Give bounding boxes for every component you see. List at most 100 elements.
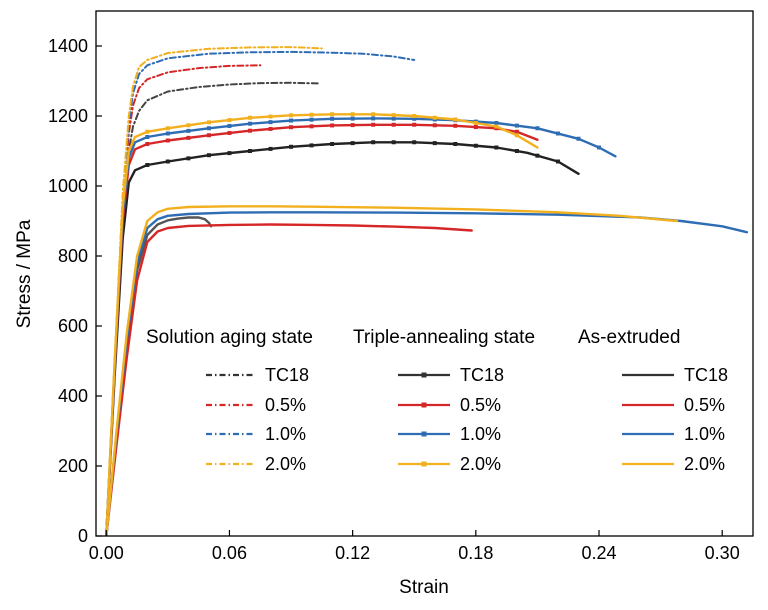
series-marker-triple-annealing-state-tc18 [391, 140, 396, 145]
series-marker-triple-annealing-state-2-0pct [350, 112, 355, 117]
series-marker-triple-annealing-state-1-0pct [412, 116, 417, 121]
series-marker-triple-annealing-state-2-0pct [494, 124, 499, 129]
series-marker-triple-annealing-state-1-0pct [309, 117, 314, 122]
series-marker-triple-annealing-state-tc18 [268, 146, 273, 151]
series-marker-triple-annealing-state-0-5pct [309, 124, 314, 129]
series-marker-triple-annealing-state-2-0pct [371, 112, 376, 117]
series-marker-triple-annealing-state-tc18 [555, 159, 560, 164]
legend-label-triple-annealing-state-2-0pct: 2.0% [460, 454, 501, 474]
series-marker-triple-annealing-state-1-0pct [289, 118, 294, 123]
x-tick-label: 0.18 [458, 543, 493, 563]
series-marker-triple-annealing-state-tc18 [330, 142, 335, 146]
series-marker-triple-annealing-state-1-0pct [576, 136, 581, 141]
y-tick-label: 200 [58, 456, 88, 476]
series-marker-triple-annealing-state-tc18 [247, 149, 252, 153]
series-marker-triple-annealing-state-1-0pct [391, 116, 396, 121]
series-marker-triple-annealing-state-tc18 [371, 140, 376, 145]
series-marker-triple-annealing-state-1-0pct [597, 145, 602, 150]
legend-label-triple-annealing-state-1-0pct: 1.0% [460, 424, 501, 444]
series-marker-triple-annealing-state-2-0pct [412, 114, 417, 118]
series-marker-triple-annealing-state-tc18 [514, 149, 519, 153]
series-marker-triple-annealing-state-tc18 [350, 141, 355, 146]
y-tick-label: 400 [58, 386, 88, 406]
series-marker-triple-annealing-state-0-5pct [330, 123, 335, 128]
series-marker-triple-annealing-state-2-0pct [514, 133, 519, 138]
series-marker-triple-annealing-state-tc18 [535, 153, 540, 158]
series-marker-triple-annealing-state-1-0pct [514, 123, 519, 128]
y-tick-label: 1400 [48, 36, 88, 56]
series-marker-triple-annealing-state-2-0pct [247, 115, 252, 120]
legend: Solution aging state TC18 0.5% 1.0% 2.0% Trip… [146, 327, 728, 474]
series-marker-triple-annealing-state-1-0pct [371, 116, 376, 121]
series-marker-triple-annealing-state-0-5pct [350, 123, 355, 128]
series-marker-triple-annealing-state-2-0pct [473, 121, 478, 125]
y-tick-label: 1200 [48, 106, 88, 126]
series-marker-triple-annealing-state-0-5pct [371, 122, 376, 127]
series-marker-triple-annealing-state-tc18 [289, 144, 294, 149]
legend-label-as-extruded-tc18: TC18 [684, 365, 728, 385]
y-axis-title: Stress / MPa [14, 219, 35, 328]
legend-label-as-extruded-0-5pct: 0.5% [684, 395, 725, 415]
series-marker-triple-annealing-state-2-0pct [227, 118, 232, 123]
series-marker-triple-annealing-state-2-0pct [145, 129, 150, 134]
series-marker-triple-annealing-state-0-5pct [514, 129, 519, 134]
series-marker-triple-annealing-state-2-0pct [206, 120, 211, 125]
series-marker-triple-annealing-state-1-0pct [206, 126, 211, 131]
y-tick-label: 600 [58, 316, 88, 336]
series-marker-triple-annealing-state-1-0pct [535, 126, 540, 131]
x-tick-label: 0.00 [89, 543, 124, 563]
series-marker-triple-annealing-state-2-0pct [453, 117, 458, 122]
y-axis: 0 200 400 600 800 1000 1200 1400 [48, 36, 102, 546]
series-marker-triple-annealing-state-1-0pct [555, 131, 560, 136]
series-marker-triple-annealing-state-1-0pct [227, 123, 232, 128]
series-marker-triple-annealing-state-tc18 [227, 151, 232, 156]
series-marker-triple-annealing-state-0-5pct [473, 125, 478, 130]
curves-layer [105, 46, 748, 536]
series-marker-triple-annealing-state-0-5pct [453, 123, 458, 128]
legend-label-as-extruded-2-0pct: 2.0% [684, 454, 725, 474]
legend-label-triple-annealing-state-tc18: TC18 [460, 365, 504, 385]
series-marker-triple-annealing-state-1-0pct [268, 120, 273, 125]
series-marker-triple-annealing-state-2-0pct [432, 115, 437, 120]
series-marker-triple-annealing-state-2-0pct [330, 112, 335, 117]
series-marker-triple-annealing-state-2-0pct [186, 123, 191, 128]
series-marker-triple-annealing-state-tc18 [453, 142, 458, 146]
series-marker-triple-annealing-state-0-5pct [145, 142, 150, 146]
x-axis: 0.00 0.06 0.12 0.18 0.24 0.30 [89, 530, 740, 563]
series-marker-triple-annealing-state-0-5pct [165, 138, 170, 143]
series-marker-triple-annealing-state-2-0pct [289, 113, 294, 118]
legend-label-solution-aging-state-1-0pct: 1.0% [265, 424, 306, 444]
series-marker-triple-annealing-state-0-5pct [268, 126, 273, 131]
series-marker-triple-annealing-state-1-0pct [165, 131, 170, 136]
series-marker-triple-annealing-state-1-0pct [330, 116, 335, 121]
legend-group-title-as-extruded: As-extruded [578, 327, 680, 348]
series-marker-triple-annealing-state-1-0pct [145, 135, 150, 139]
series-marker-triple-annealing-state-0-5pct [186, 135, 191, 140]
series-line-as-extruded-2-0pct [105, 205, 679, 536]
legend-label-as-extruded-1-0pct: 1.0% [684, 424, 725, 444]
series-marker-triple-annealing-state-1-0pct [247, 121, 252, 126]
series-marker-triple-annealing-state-0-5pct [227, 130, 232, 135]
legend-label-solution-aging-state-tc18: TC18 [265, 365, 309, 385]
series-marker-triple-annealing-state-tc18 [165, 159, 170, 164]
x-tick-label: 0.12 [335, 543, 370, 563]
series-marker-triple-annealing-state-tc18 [186, 156, 191, 161]
legend-marker-triple-annealing-state-tc18 [421, 372, 427, 378]
series-marker-triple-annealing-state-tc18 [473, 143, 478, 148]
series-marker-triple-annealing-state-2-0pct [268, 114, 273, 119]
series-marker-triple-annealing-state-1-0pct [494, 121, 499, 125]
series-marker-triple-annealing-state-2-0pct [165, 126, 170, 131]
series-marker-triple-annealing-state-tc18 [432, 141, 437, 146]
x-axis-title: Strain [399, 577, 449, 598]
series-marker-triple-annealing-state-0-5pct [206, 133, 211, 138]
legend-group-title-triple-annealing-state: Triple-annealing state [353, 327, 535, 348]
series-marker-triple-annealing-state-0-5pct [412, 122, 417, 127]
series-marker-triple-annealing-state-2-0pct [391, 113, 396, 118]
series-marker-triple-annealing-state-tc18 [206, 153, 211, 158]
series-marker-triple-annealing-state-1-0pct [186, 128, 191, 133]
x-tick-label: 0.30 [705, 543, 740, 563]
legend-label-triple-annealing-state-0-5pct: 0.5% [460, 395, 501, 415]
series-marker-triple-annealing-state-2-0pct [309, 112, 314, 117]
